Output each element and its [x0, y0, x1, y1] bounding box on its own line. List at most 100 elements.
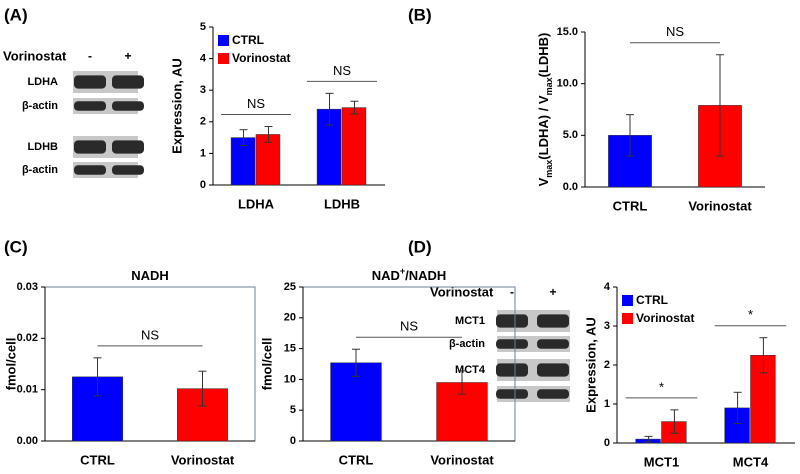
- blot-row-label: MCT1: [455, 315, 485, 327]
- y-tick-label: 15: [284, 343, 296, 355]
- blot-row-label: LDHB: [27, 141, 58, 153]
- blot-row-label: β-actin: [22, 100, 58, 112]
- x-tick-label: Vorinostat: [688, 198, 752, 213]
- x-tick-label: MCT4: [733, 454, 769, 469]
- y-tick-label: 10.0: [557, 78, 578, 90]
- blot-band: [537, 339, 569, 349]
- blot-band: [496, 314, 528, 328]
- bar: [341, 107, 367, 186]
- y-tick-label: 25: [284, 281, 296, 293]
- y-tick-label: 0.01: [17, 384, 38, 396]
- legend-swatch: [622, 313, 633, 324]
- y-axis-label-part: (LDHA) / V: [536, 95, 551, 160]
- y-tick-label: 4: [604, 281, 611, 293]
- y-axis-label: Vmax(LDHA) / Vmax(LDHB): [536, 33, 554, 187]
- y-tick-label: 10: [284, 373, 296, 385]
- y-tick-label: 4: [200, 53, 207, 65]
- y-axis-label: Expression, AU: [583, 317, 598, 413]
- legend-label: CTRL: [636, 293, 668, 307]
- blot-band: [496, 363, 528, 377]
- blot-band: [74, 140, 106, 154]
- y-axis-label: Expression, AU: [169, 58, 184, 154]
- lane-label: -: [510, 285, 514, 299]
- annotation: NS: [666, 24, 684, 39]
- chart-title-part: NADH: [131, 268, 169, 283]
- annotation: NS: [333, 63, 351, 78]
- x-tick-label: CTRL: [80, 452, 115, 467]
- x-tick-label: MCT1: [644, 454, 679, 469]
- panel-label: (C): [4, 237, 28, 256]
- blot-row-label: LDHA: [27, 76, 58, 88]
- blot-row-label: MCT4: [455, 364, 486, 376]
- y-tick-label: 0: [200, 179, 206, 191]
- y-tick-label: 0.00: [17, 435, 38, 447]
- y-axis-label-part: max: [544, 77, 554, 95]
- blot-band: [496, 339, 528, 349]
- legend-swatch: [622, 295, 633, 306]
- x-tick-label: Vorinostat: [430, 452, 494, 467]
- blot-band: [537, 363, 569, 377]
- blot-band: [112, 165, 144, 175]
- annotation: NS: [247, 96, 265, 111]
- chart-title-part: /NADH: [405, 268, 446, 283]
- y-axis-label-part: (LDHB): [536, 33, 551, 78]
- annotation: NS: [141, 327, 159, 342]
- y-tick-label: 5: [290, 404, 296, 416]
- y-tick-label: 0: [290, 435, 296, 447]
- legend-label: Vorinostat: [636, 311, 694, 325]
- x-tick-label: Vorinostat: [171, 452, 235, 467]
- annotation: NS: [400, 319, 418, 334]
- blot-band: [112, 140, 144, 154]
- blot-band: [74, 165, 106, 175]
- y-tick-label: 0.02: [17, 332, 38, 344]
- y-tick-label: 1: [604, 398, 610, 410]
- y-tick-label: 20: [284, 312, 296, 324]
- lane-label: +: [124, 49, 131, 63]
- bar: [177, 388, 228, 442]
- blot-band: [112, 101, 144, 111]
- chart-title-part: +: [400, 266, 405, 276]
- chart-title-part: NAD: [372, 268, 400, 283]
- blot-treatment: Vorinostat: [3, 48, 67, 63]
- lane-label: -: [88, 49, 92, 63]
- blot-row-label: β-actin: [22, 164, 58, 176]
- y-tick-label: 5.0: [563, 129, 578, 141]
- blot-band: [74, 75, 106, 89]
- blot-treatment: Vorinostat: [430, 284, 494, 299]
- y-tick-label: 2: [604, 359, 610, 371]
- x-tick-label: LDHA: [238, 196, 275, 211]
- y-tick-label: 2: [200, 116, 206, 128]
- chart-title: NADH: [131, 268, 169, 283]
- annotation: *: [659, 379, 664, 394]
- chart-title: NAD+/NADH: [372, 266, 447, 283]
- x-tick-label: CTRL: [339, 452, 374, 467]
- x-tick-label: CTRL: [613, 198, 648, 213]
- blot-band: [537, 314, 569, 328]
- y-tick-label: 0.03: [17, 281, 38, 293]
- panel-label: (A): [4, 5, 28, 24]
- legend-swatch: [218, 35, 229, 46]
- y-tick-label: 5: [200, 21, 206, 33]
- legend-label: CTRL: [232, 33, 264, 47]
- legend-swatch: [218, 53, 229, 64]
- y-tick-label: 1: [200, 147, 206, 159]
- y-tick-label: 0: [604, 437, 610, 449]
- y-axis-label-part: max: [544, 160, 554, 178]
- blot-band: [74, 101, 106, 111]
- y-axis-label: fmol/cell: [3, 338, 18, 391]
- x-tick-label: LDHB: [324, 196, 360, 211]
- y-tick-label: 0.0: [563, 181, 578, 193]
- blot-band: [112, 75, 144, 89]
- y-axis-label: fmol/cell: [259, 338, 274, 391]
- y-axis-label-part: V: [536, 177, 551, 186]
- y-tick-label: 3: [604, 320, 610, 332]
- legend-label: Vorinostat: [232, 51, 290, 65]
- panel-label: (B): [408, 5, 432, 24]
- annotation: *: [748, 307, 753, 322]
- blot-row-label: β-actin: [449, 338, 485, 350]
- lane-label: +: [549, 285, 556, 299]
- y-tick-label: 3: [200, 84, 206, 96]
- blot-band: [537, 389, 569, 399]
- blot-band: [496, 389, 528, 399]
